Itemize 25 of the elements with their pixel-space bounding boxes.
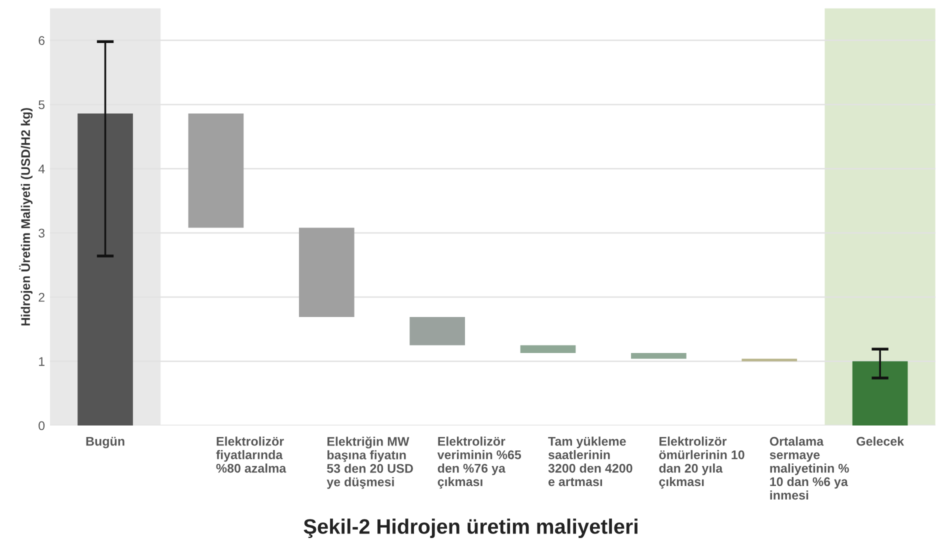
x-tick-label: Gelecek (856, 436, 904, 446)
bar (78, 114, 133, 426)
bar (410, 316, 465, 346)
y-tick-label: 4 (38, 164, 45, 174)
bar (852, 361, 908, 426)
x-tick-label: Ortalama sermaye maliyetinin % 10 dan %6 ya inmesi (770, 436, 849, 500)
y-tick-label: 2 (38, 292, 44, 302)
bar (631, 352, 686, 359)
x-tick-label: Elektrolizör veriminin %65 den %76 ya çıkması (437, 436, 522, 489)
y-tick-label: 0 (38, 421, 45, 430)
y-axis-title: Hidrojen Üretim Maliyeti (USD/H2 kg) (19, 108, 33, 326)
y-tick-label: 3 (38, 228, 45, 238)
y-tick-label: 5 (38, 100, 45, 110)
bar (188, 114, 244, 228)
y-tick-label: 6 (38, 36, 45, 45)
x-tick-label: Elektrolizör ömürlerinin 10 dan 20 yıla çıkması (659, 436, 744, 489)
x-tick-label: Bugün (86, 436, 124, 448)
y-tick-label: 1 (39, 357, 44, 366)
bar (298, 228, 354, 317)
bar (520, 345, 576, 353)
bar (742, 358, 798, 362)
text: Şekil-2 Hidrojen üretim maliyetleri (304, 518, 638, 538)
x-tick-label: Tam yükleme saatlerinin 3200 den 4200 e artması (548, 436, 632, 486)
x-tick-label: Elektrolizör fiyatlarında %80 azalma (216, 436, 286, 473)
x-tick-label: Elektriğin MW başına fiyatın 53 den 20 USD ye düşmesi (326, 436, 413, 489)
